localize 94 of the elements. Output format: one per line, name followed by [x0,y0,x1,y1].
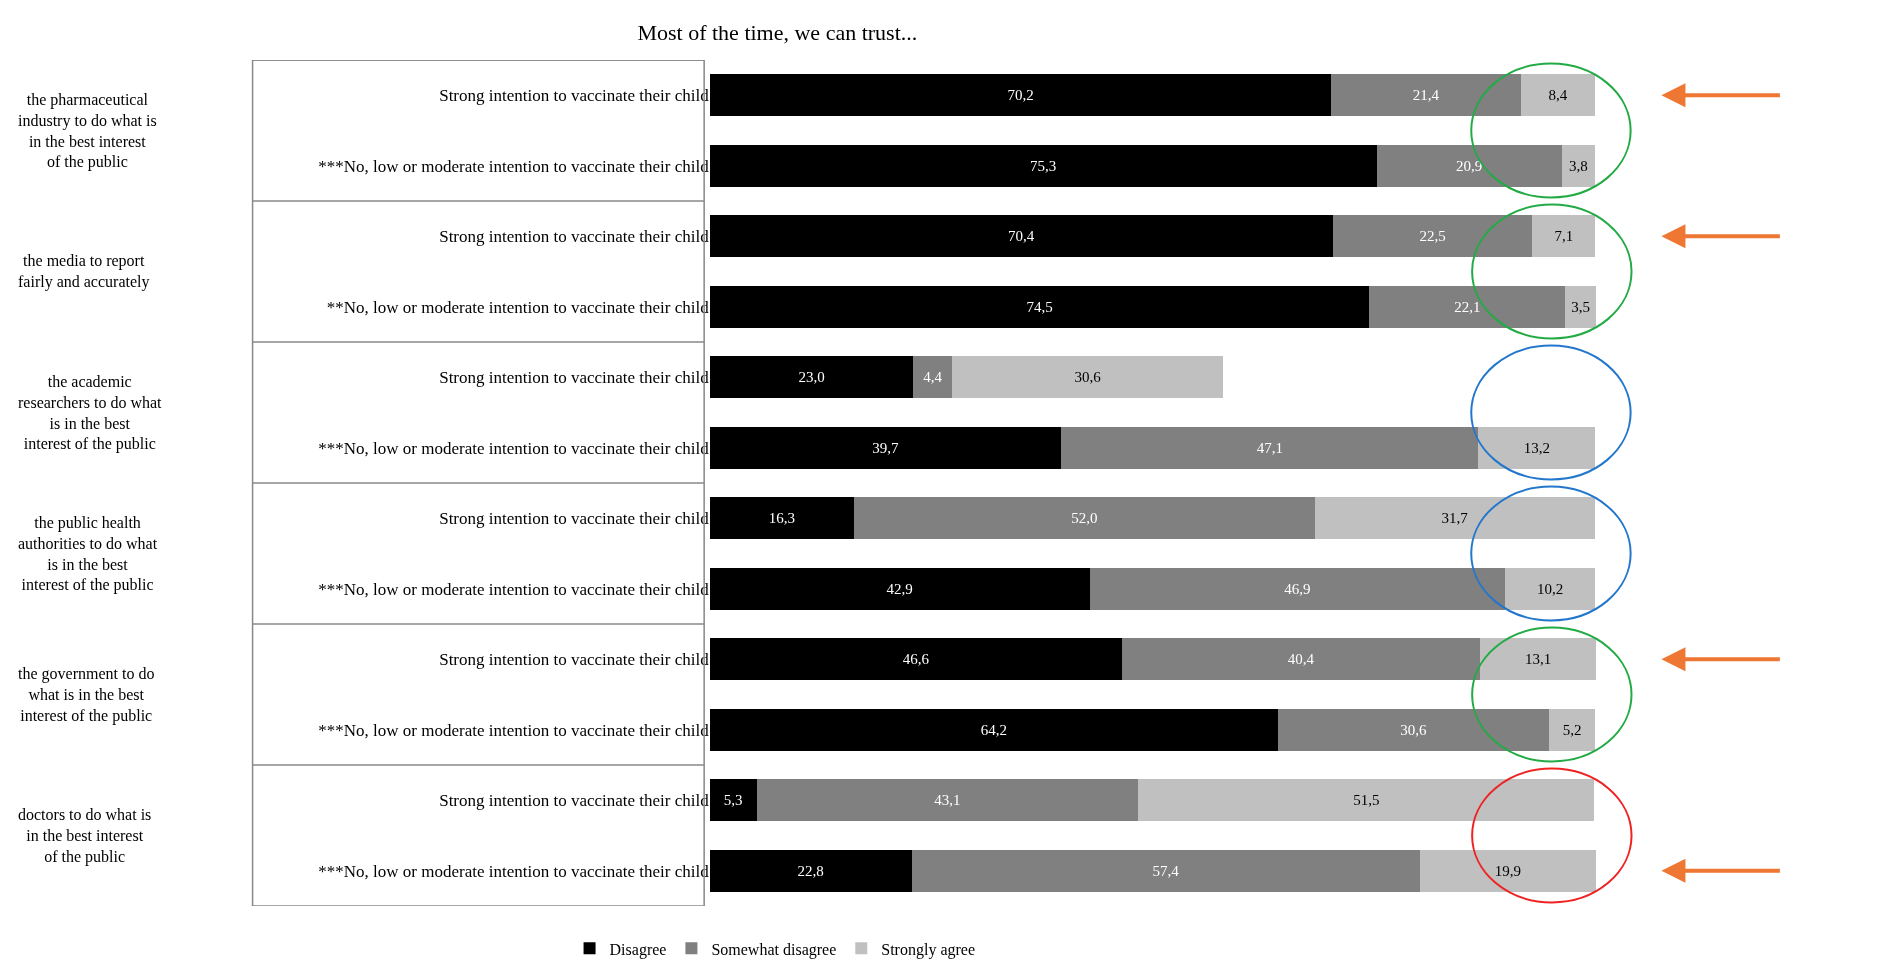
bar [1565,285,1597,328]
bar [1122,638,1481,681]
data-label: 21,4 [1412,87,1440,104]
data-label: 39,7 [872,439,899,456]
bar [1549,708,1596,751]
data-label: 43,1 [934,792,961,809]
bar [709,426,1062,469]
data-label: 8,4 [1548,87,1568,104]
legend-label: Disagree [609,940,667,959]
y-tick-label: Strong intention to vaccinate their child [439,650,710,670]
text: the media to report fairly and accurately [18,252,150,291]
data-label: 16,3 [768,510,796,527]
y-tick-label: ***No, low or moderate intention to vaccinate their child [318,438,710,458]
bar [1089,567,1505,610]
bar [1478,426,1596,469]
bar [709,356,914,399]
data-label: 47,1 [1256,439,1283,456]
legend-label: Strongly agree [881,940,976,959]
data-label: 5,2 [1562,721,1582,738]
data-label: 3,8 [1569,157,1588,174]
data-label: 51,5 [1353,792,1380,809]
bar [709,849,912,892]
y-tick-label: Strong intention to vaccinate their child [439,368,710,388]
text: the academic researchers to do what is in the best interest of the public [18,373,163,454]
chart-title: Most of the time, we can trust... [637,19,918,45]
bar [1331,74,1521,117]
data-label: 22,8 [797,862,824,879]
bar [1061,426,1479,469]
bar [1278,708,1550,751]
bar [913,356,953,399]
data-label: 5,3 [723,792,743,809]
data-label: 19,9 [1494,862,1522,879]
bar [1314,497,1596,540]
bar [1504,567,1596,610]
bar [854,497,1315,540]
text: the public health authorities to do what is in the best interest of the public [18,514,158,595]
data-label: 52,0 [1071,510,1098,527]
data-label: 46,6 [902,651,930,668]
bar [1561,144,1596,187]
data-label: 13,2 [1523,439,1550,456]
data-label: 22,1 [1454,298,1481,315]
bar [911,849,1420,892]
text: the pharmaceutical industry to do what is in the best interest of the public [18,91,157,172]
data-label: 30,6 [1400,721,1428,738]
bar [952,356,1224,399]
legend-label: Somewhat disagree [711,940,837,959]
data-label: 70,4 [1008,228,1035,245]
bar [709,779,757,822]
bar [1333,215,1533,258]
bar [709,215,1334,258]
bar [1138,779,1595,822]
data-label: 22,5 [1419,228,1446,245]
y-tick-label: **No, low or moderate intention to vaccinate their child [326,297,710,317]
data-label: 10,2 [1536,580,1564,597]
data-label: 46,9 [1284,580,1311,597]
y-tick-label: ***No, low or moderate intention to vaccinate their child [318,861,710,881]
bar [709,144,1377,187]
y-tick-label: Strong intention to vaccinate their child [439,227,710,247]
bar [709,74,1332,117]
data-label: 13,1 [1524,651,1552,668]
data-label: 20,9 [1455,157,1483,174]
data-label: 4,4 [923,369,943,386]
bar [709,567,1090,610]
data-label: 31,7 [1441,510,1469,527]
bar [1419,849,1597,892]
text: the government to do what is in the best interest of the public [18,665,155,725]
data-label: 42,9 [886,580,913,597]
y-tick-label: Strong intention to vaccinate their child [439,509,710,529]
y-tick-label: ***No, low or moderate intention to vaccinate their child [318,579,710,599]
data-label: 64,2 [980,721,1008,738]
bar [1520,74,1596,117]
y-tick-label: ***No, low or moderate intention to vaccinate their child [318,720,710,740]
data-label: 30,6 [1074,369,1102,386]
bar [1369,285,1566,328]
bar [1532,215,1596,258]
bar [709,285,1370,328]
data-label: 57,4 [1152,862,1180,879]
bar [709,497,855,540]
bar [1376,144,1562,187]
y-tick-label: Strong intention to vaccinate their child [439,86,710,106]
data-label: 75,3 [1030,157,1057,174]
data-label: 74,5 [1026,298,1053,315]
bar [709,708,1279,751]
text: doctors to do what is in the best interest of the public [18,806,152,866]
data-label: 3,5 [1571,298,1590,315]
y-tick-label: Strong intention to vaccinate their child [439,791,710,811]
data-label: 23,0 [798,369,825,386]
data-label: 7,1 [1554,228,1574,245]
data-label: 40,4 [1287,651,1315,668]
bar [709,638,1123,681]
data-label: 70,2 [1007,87,1034,104]
bar [756,779,1139,822]
bar [1480,638,1597,681]
y-tick-label: ***No, low or moderate intention to vaccinate their child [318,156,710,176]
